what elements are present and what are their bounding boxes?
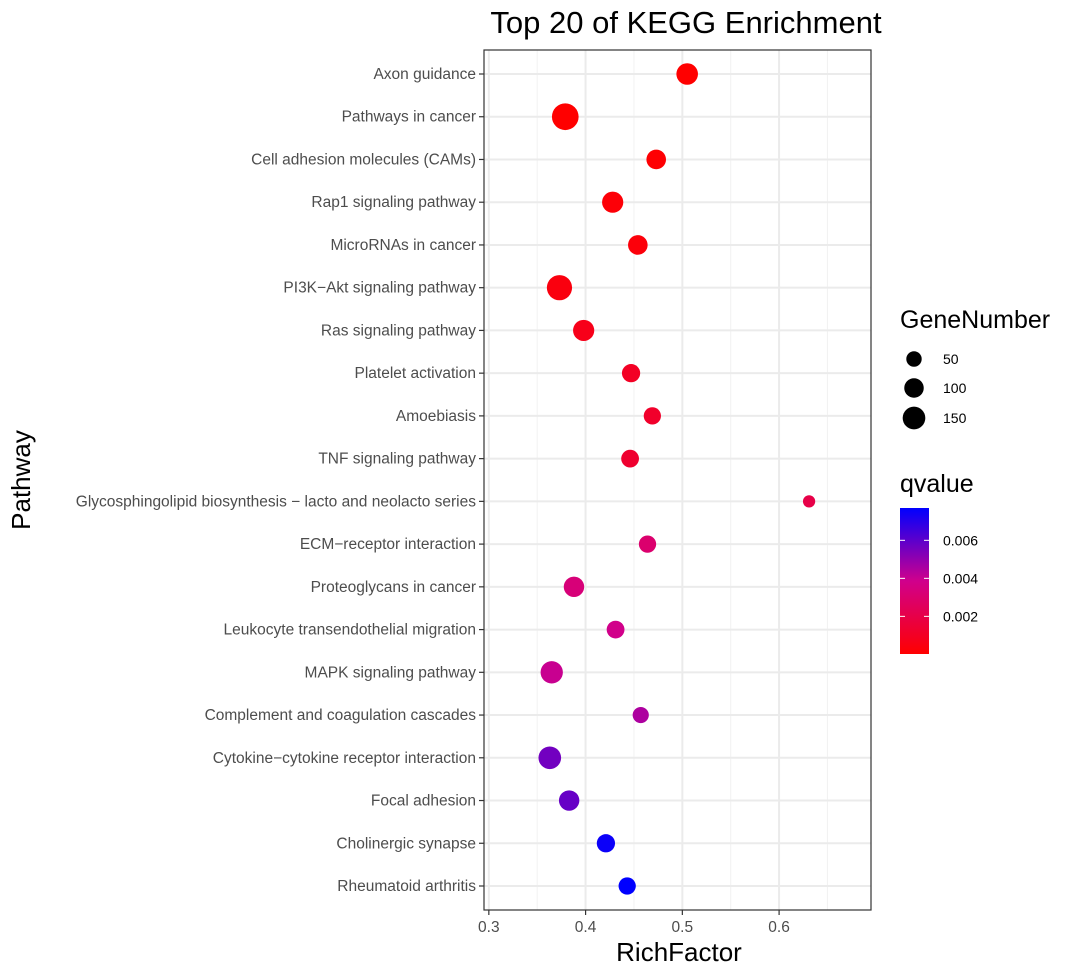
qvalue-colorbar <box>900 508 929 654</box>
y-tick-label: PI3K−Akt signaling pathway <box>283 280 476 297</box>
data-point <box>602 191 624 213</box>
y-tick-label: ECM−receptor interaction <box>300 536 476 553</box>
data-point <box>538 746 562 770</box>
y-tick-label: MicroRNAs in cancer <box>330 237 476 254</box>
y-tick-label: Axon guidance <box>373 66 476 83</box>
data-point <box>621 449 639 468</box>
size-legend-key <box>902 406 926 430</box>
x-tick-label: 0.5 <box>672 919 694 936</box>
data-point <box>558 790 580 811</box>
panel-background <box>484 50 871 910</box>
color-legend: qvalue 0.002 0.004 0.006 <box>900 470 978 654</box>
y-tick-label: Pathways in cancer <box>342 109 476 126</box>
size-legend-label: 150 <box>943 410 967 426</box>
y-tick-label: Platelet activation <box>355 365 477 382</box>
y-tick-label: Rheumatoid arthritis <box>337 878 476 895</box>
colorbar-label: 0.006 <box>943 532 978 548</box>
y-tick-labels: Axon guidance Pathways in cancer Cell adhe… <box>76 66 484 895</box>
data-point <box>618 877 636 895</box>
data-point <box>596 834 616 853</box>
y-tick-label: MAPK signaling pathway <box>305 664 477 681</box>
y-tick-label: Cell adhesion molecules (CAMs) <box>251 151 476 168</box>
data-point <box>643 407 661 425</box>
plot-panel <box>484 50 871 910</box>
colorbar-label: 0.004 <box>943 570 978 586</box>
size-legend: GeneNumber 50 100 150 <box>900 306 1050 430</box>
data-point <box>628 235 648 255</box>
data-point <box>621 364 641 383</box>
data-point <box>676 63 698 85</box>
data-point <box>606 620 625 639</box>
size-legend-key <box>904 378 924 398</box>
data-point <box>540 661 563 684</box>
y-tick-label: Cytokine−cytokine receptor interaction <box>213 750 476 767</box>
y-tick-label: TNF signaling pathway <box>318 451 476 468</box>
gridlines <box>483 49 872 911</box>
x-tick-label: 0.6 <box>768 919 790 936</box>
x-tick-label: 0.4 <box>575 919 597 936</box>
y-tick-label: Leukocyte transendothelial migration <box>224 622 476 639</box>
y-tick-label: Rap1 signaling pathway <box>311 194 476 211</box>
data-point <box>551 103 579 131</box>
size-legend-label: 100 <box>943 380 967 396</box>
y-tick-label: Amoebiasis <box>396 408 476 425</box>
x-axis-title: RichFactor <box>616 937 742 967</box>
color-legend-title: qvalue <box>900 470 974 498</box>
data-point <box>563 576 585 598</box>
data-point <box>646 149 667 170</box>
data-point <box>638 535 657 553</box>
x-tick-labels: 0.3 0.4 0.5 0.6 <box>478 910 790 936</box>
y-axis-title: Pathway <box>6 430 36 530</box>
size-legend-title: GeneNumber <box>900 306 1050 334</box>
data-point <box>802 495 816 508</box>
y-tick-label: Complement and coagulation cascades <box>205 707 477 724</box>
size-legend-key <box>906 351 922 367</box>
chart-title: Top 20 of KEGG Enrichment <box>490 5 882 40</box>
colorbar-label: 0.002 <box>943 608 978 624</box>
y-tick-label: Glycosphingolipid biosynthesis − lacto a… <box>76 493 476 510</box>
y-tick-label: Ras signaling pathway <box>321 322 476 339</box>
size-legend-label: 50 <box>943 351 959 367</box>
data-point <box>546 275 573 301</box>
data-points <box>538 63 816 895</box>
y-tick-label: Focal adhesion <box>371 793 476 810</box>
x-tick-label: 0.3 <box>478 919 500 936</box>
data-point <box>573 319 595 342</box>
y-tick-label: Cholinergic synapse <box>336 835 476 852</box>
y-tick-label: Proteoglycans in cancer <box>311 579 476 596</box>
data-point <box>632 706 649 724</box>
panel-border <box>483 49 872 911</box>
